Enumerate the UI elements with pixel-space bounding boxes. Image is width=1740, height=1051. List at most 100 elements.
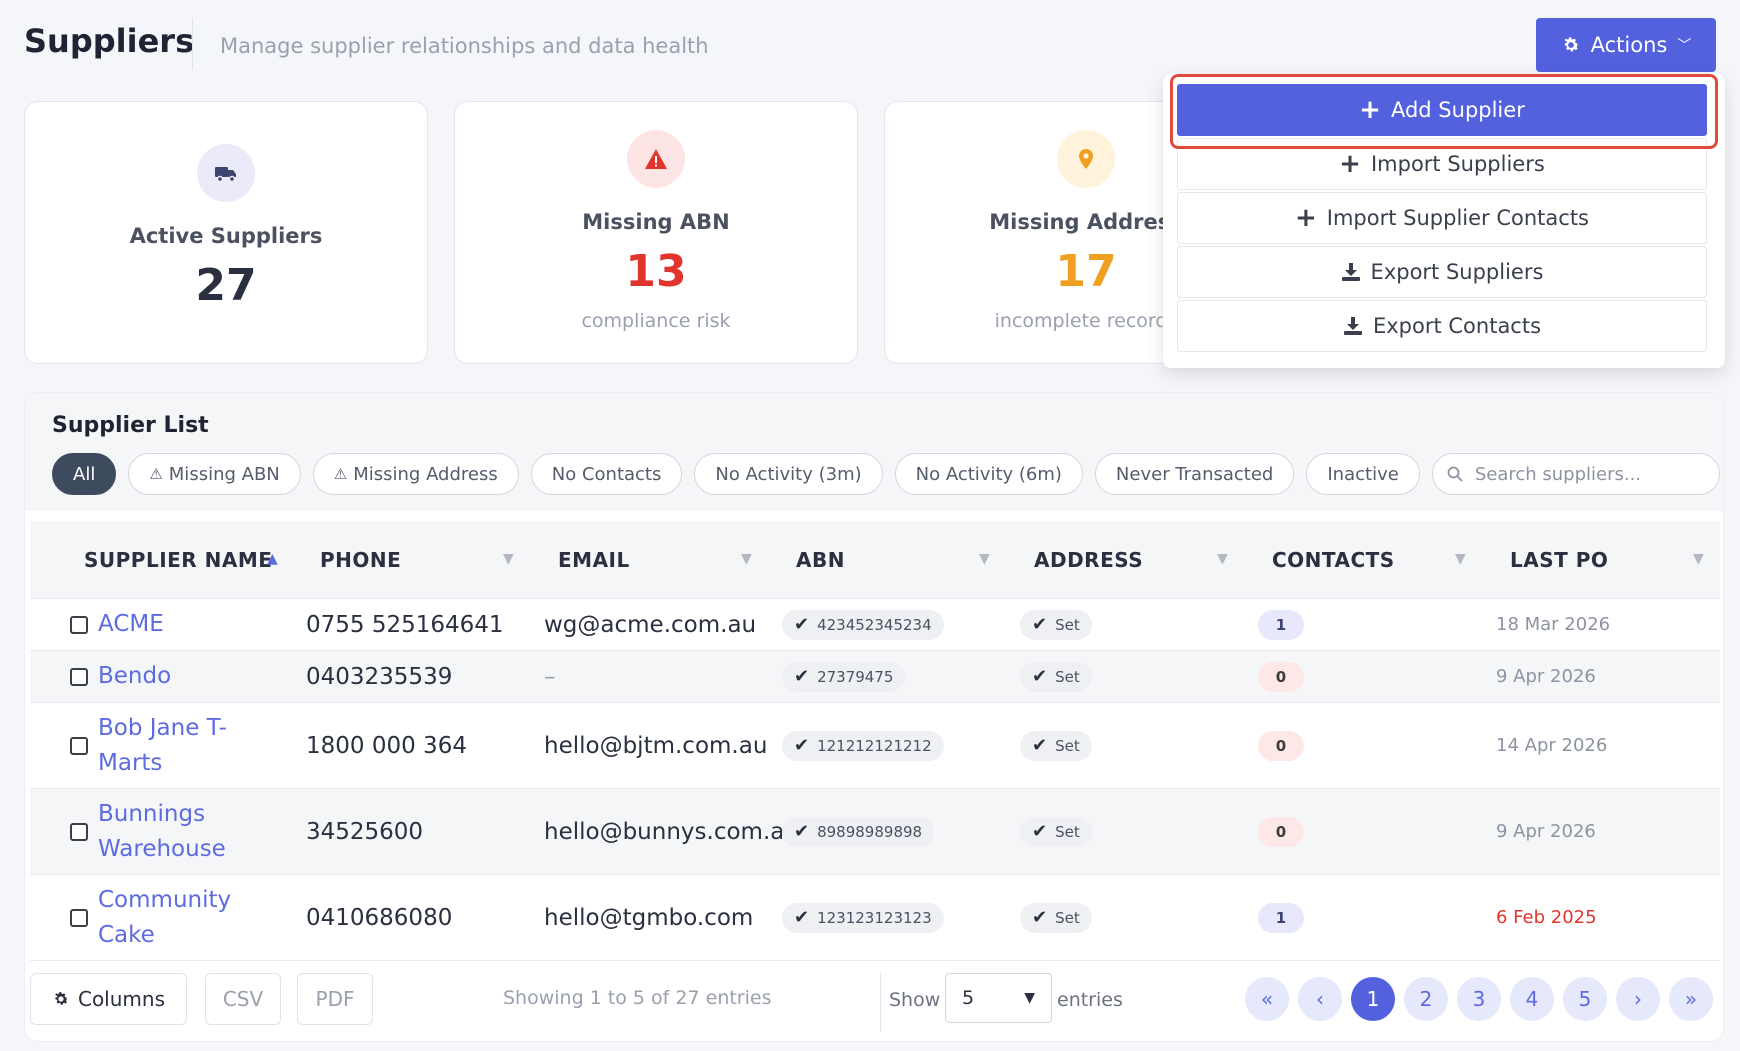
csv-button[interactable]: CSV [205,973,281,1025]
download-icon [1341,263,1360,281]
check-icon: ✔ [794,735,810,756]
check-icon: ✔ [1032,907,1048,928]
stat-value: 17 [1055,246,1117,297]
sort-asc-icon[interactable]: ▲ [267,551,278,567]
actions-button[interactable]: Actions ﹀ [1536,18,1716,72]
row-checkbox[interactable] [70,615,88,634]
sort-icon[interactable]: ▼ [1217,551,1228,567]
page-button[interactable]: 2 [1404,977,1448,1021]
abn-badge: ✔ 27379475 [782,661,906,692]
email-value: hello@bjtm.com.au [544,732,768,759]
sort-icon[interactable]: ▼ [503,551,514,567]
add-supplier-button[interactable]: + Add Supplier [1177,84,1707,136]
first-page-button[interactable]: « [1245,977,1289,1021]
address-badge: ✔ Set [1020,730,1092,761]
filter-missing-abn[interactable]: ⚠ Missing ABN [128,453,301,495]
page-button[interactable]: 1 [1351,977,1395,1021]
menu-item-label: Export Contacts [1372,314,1542,338]
chevron-down-icon: ▼ [1024,990,1035,1006]
address-badge: ✔ Set [1020,816,1092,847]
last-po-date: 9 Apr 2026 [1496,666,1596,687]
filter-no-activity-6m[interactable]: No Activity (6m) [894,453,1083,495]
stat-label: Missing Address [989,210,1183,234]
sort-icon[interactable]: ▼ [741,551,752,567]
address-value: Set [1055,615,1080,634]
supplier-name-link[interactable]: Bunnings Warehouse [98,800,226,862]
filter-no-contacts[interactable]: No Contacts [530,453,683,495]
filter-never-transacted[interactable]: Never Transacted [1094,453,1295,495]
sort-icon[interactable]: ▼ [1455,551,1466,567]
chevron-down-icon: ﹀ [1677,38,1692,54]
plus-icon: + [1294,203,1317,233]
last-po-date: 18 Mar 2026 [1496,614,1611,635]
supplier-name-link[interactable]: ACME [98,611,164,637]
filter-missing-address[interactable]: ⚠ Missing Address [312,453,519,495]
last-page-button[interactable]: » [1669,977,1713,1021]
page-title: Suppliers [24,22,195,60]
menu-item-label: Export Suppliers [1370,260,1544,284]
col-phone[interactable]: PHONE [320,521,401,599]
column-label: EMAIL [558,548,630,572]
row-checkbox[interactable] [70,822,88,841]
check-icon: ✔ [794,907,810,928]
columns-button[interactable]: Columns [30,973,187,1025]
chevron-left-icon: ‹ [1316,987,1324,1011]
stat-label: Missing ABN [582,210,730,234]
filter-label: No Contacts [551,463,662,485]
next-page-button[interactable]: › [1616,977,1660,1021]
search-placeholder: Search suppliers... [1474,463,1642,485]
gear-icon [1564,37,1579,52]
warning-icon: ⚠ [333,465,348,483]
row-checkbox[interactable] [70,667,88,686]
email-value: – [544,663,556,690]
table-row: Bendo 0403235539 – ✔ 27379475 ✔ Set 0 9 Ap… [30,651,1720,703]
page-button[interactable]: 4 [1510,977,1554,1021]
col-abn[interactable]: ABN [796,521,845,599]
supplier-name-link[interactable]: Bendo [98,663,172,689]
sort-icon[interactable]: ▼ [1693,551,1704,567]
check-icon: ✔ [794,821,810,842]
warning-icon: ⚠ [149,465,163,483]
stat-card-missing-abn: Missing ABN 13 compliance risk [454,101,858,364]
filter-all[interactable]: All [52,453,117,495]
export-suppliers-button[interactable]: Export Suppliers [1177,246,1707,298]
sort-icon[interactable]: ▼ [979,551,990,567]
page-button[interactable]: 3 [1457,977,1501,1021]
check-icon: ✔ [1032,614,1048,635]
address-value: Set [1055,736,1080,755]
col-last-po[interactable]: LAST PO [1510,521,1608,599]
pdf-button[interactable]: PDF [297,973,373,1025]
filter-inactive[interactable]: Inactive [1306,453,1420,495]
col-address[interactable]: ADDRESS [1034,521,1143,599]
contacts-count: 0 [1258,816,1304,847]
row-checkbox[interactable] [70,908,88,927]
search-input[interactable]: Search suppliers... [1431,453,1720,495]
stat-sub: incomplete records [994,310,1178,332]
supplier-name-link[interactable]: Community Cake [98,886,232,948]
contacts-count: 0 [1258,661,1304,692]
filter-bar: All ⚠ Missing ABN ⚠ Missing Address No Con… [52,453,1720,495]
export-contacts-button[interactable]: Export Contacts [1177,300,1707,352]
check-icon: ✔ [1032,735,1048,756]
import-suppliers-button[interactable]: + Import Suppliers [1177,138,1707,190]
import-supplier-contacts-button[interactable]: + Import Supplier Contacts [1177,192,1707,244]
stat-value: 27 [195,260,257,311]
gear-icon [55,992,69,1005]
col-email[interactable]: EMAIL [558,521,630,599]
supplier-name-link[interactable]: Bob Jane T-Marts [98,714,227,776]
pagination: « ‹ 1 2 3 4 5 › » [1245,977,1713,1021]
stat-card-active: Active Suppliers 27 [24,101,428,364]
panel-header: Supplier List All ⚠ Missing ABN ⚠ Missing … [25,393,1723,511]
row-checkbox[interactable] [70,736,88,755]
address-badge: ✔ Set [1020,661,1092,692]
col-contacts[interactable]: CONTACTS [1272,521,1395,599]
filter-no-activity-3m[interactable]: No Activity (3m) [694,453,883,495]
table-row: Bob Jane T-Marts 1800 000 364 hello@bjtm… [30,703,1720,789]
abn-badge: ✔ 89898989898 [782,816,935,847]
page-button[interactable]: 5 [1563,977,1607,1021]
check-icon: ✔ [794,614,810,635]
col-supplier-name[interactable]: SUPPLIER NAME [84,521,272,599]
prev-page-button[interactable]: ‹ [1298,977,1342,1021]
plus-icon: + [1339,149,1361,179]
page-size-select[interactable]: 5 ▼ [945,973,1052,1023]
